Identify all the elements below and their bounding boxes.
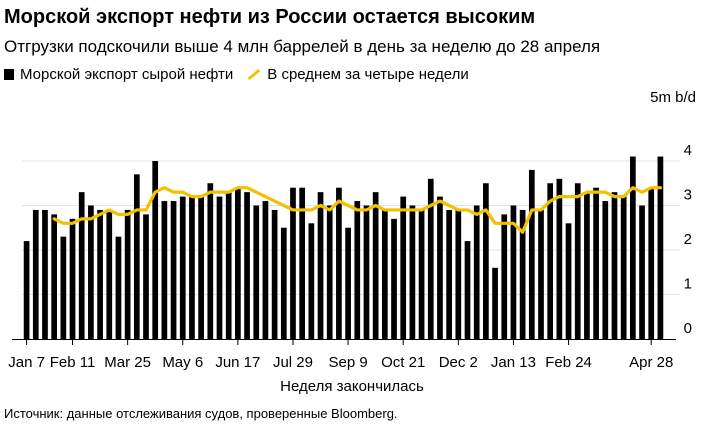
bar (326, 205, 333, 339)
bar (593, 187, 599, 339)
bar (253, 205, 260, 339)
bar (565, 223, 572, 339)
bar (216, 196, 223, 339)
x-tick-label: Dec 2 (439, 354, 478, 371)
bar (271, 209, 278, 339)
x-tick-label: Jun 17 (215, 354, 260, 371)
y-tick-label: 3 (684, 187, 692, 204)
legend-line-label: В среднем за четыре недели (267, 66, 469, 83)
bar (179, 196, 186, 339)
x-tick-label: May 6 (162, 354, 203, 371)
bar (510, 205, 517, 339)
x-axis-title: Неделя закончилась (280, 378, 424, 395)
bar (290, 187, 296, 339)
y-tick-label: 4 (684, 142, 692, 159)
bar (42, 209, 48, 339)
bar (299, 187, 306, 339)
bar (483, 183, 489, 339)
bar (418, 209, 425, 339)
bar (23, 241, 30, 339)
bar (170, 201, 177, 339)
bar (345, 227, 351, 339)
bar (225, 192, 232, 339)
bar (336, 187, 342, 339)
x-tick-label: Jul 29 (273, 354, 313, 371)
x-tick-label: Jan 7 (8, 354, 45, 371)
y-tick-label: 0 (684, 320, 692, 337)
bar (161, 201, 168, 339)
bar (115, 236, 122, 339)
legend-bar-swatch (4, 69, 14, 80)
bar (69, 218, 76, 339)
source-note: Источник: данные отслеживания судов, про… (4, 406, 398, 421)
bar (381, 209, 388, 339)
x-tick-label: Jan 13 (491, 354, 536, 371)
bar (60, 236, 67, 339)
bar (639, 205, 645, 339)
x-tick-label: Feb 24 (545, 354, 592, 371)
bar (133, 174, 140, 339)
bar (602, 201, 609, 339)
bar (657, 156, 664, 339)
bar (648, 187, 655, 339)
bar (473, 205, 480, 339)
average-line (52, 186, 663, 234)
bar (409, 205, 416, 339)
bar (574, 183, 581, 339)
y-unit-label: 5m b/d (650, 89, 696, 106)
x-tick-label: Oct 21 (381, 354, 425, 371)
bar (235, 187, 241, 339)
x-tick-label: Sep 9 (328, 354, 367, 371)
bar (538, 209, 544, 339)
bar (556, 178, 563, 339)
bar (317, 192, 324, 339)
bar (528, 169, 535, 339)
bar (152, 161, 159, 339)
bar (620, 196, 627, 339)
bar (464, 241, 471, 339)
bar (88, 205, 94, 339)
bar (363, 205, 370, 339)
bar (143, 214, 149, 339)
chart-subtitle: Отгрузки подскочили выше 4 млн баррелей … (4, 37, 601, 56)
chart-title: Морской экспорт нефти из России остается… (4, 6, 536, 28)
bar (492, 267, 498, 339)
x-tick-label: Apr 28 (629, 354, 673, 371)
bar (400, 196, 407, 339)
bar (519, 209, 526, 339)
bar (106, 209, 113, 339)
y-tick-label: 2 (684, 231, 692, 248)
bar (446, 209, 452, 339)
bar (611, 192, 618, 339)
bar (630, 156, 636, 339)
bar (547, 183, 554, 339)
bar (198, 196, 204, 339)
y-tick-label: 1 (684, 276, 692, 293)
bar (78, 192, 85, 339)
bar (308, 223, 315, 339)
bar (501, 214, 508, 339)
bar (280, 227, 287, 339)
bar (97, 209, 103, 339)
bar (391, 218, 397, 339)
bar (244, 192, 250, 339)
x-tick-label: Feb 11 (50, 354, 96, 371)
bar (455, 209, 462, 339)
bar (427, 178, 434, 339)
bar (189, 196, 195, 339)
bar (437, 196, 443, 339)
bar (372, 192, 379, 339)
legend-bars-label: Морской экспорт сырой нефти (20, 66, 234, 83)
bar (32, 209, 39, 339)
bar (584, 192, 590, 339)
bar (124, 209, 131, 339)
x-tick-label: Mar 25 (104, 354, 151, 371)
bar (207, 183, 214, 339)
bar (51, 214, 57, 339)
bar (354, 201, 361, 339)
legend: Морской экспорт сырой нефти В среднем за… (4, 66, 469, 83)
bar (262, 201, 269, 339)
